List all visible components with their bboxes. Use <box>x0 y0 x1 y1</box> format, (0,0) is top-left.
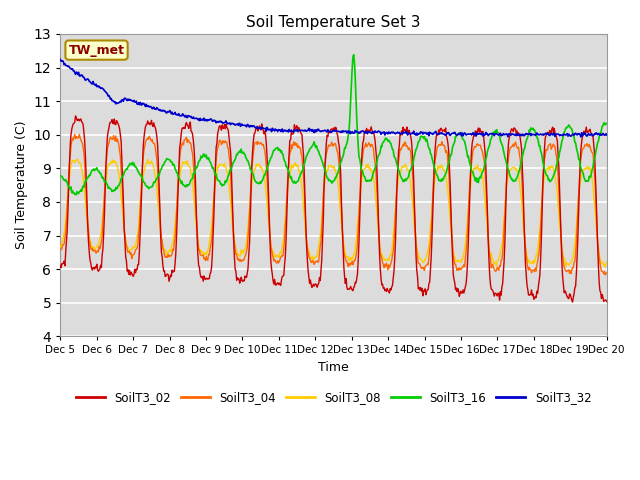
X-axis label: Time: Time <box>318 361 349 374</box>
Legend: SoilT3_02, SoilT3_04, SoilT3_08, SoilT3_16, SoilT3_32: SoilT3_02, SoilT3_04, SoilT3_08, SoilT3_… <box>71 387 596 409</box>
Text: TW_met: TW_met <box>68 44 125 57</box>
Y-axis label: Soil Temperature (C): Soil Temperature (C) <box>15 121 28 250</box>
Title: Soil Temperature Set 3: Soil Temperature Set 3 <box>246 15 420 30</box>
